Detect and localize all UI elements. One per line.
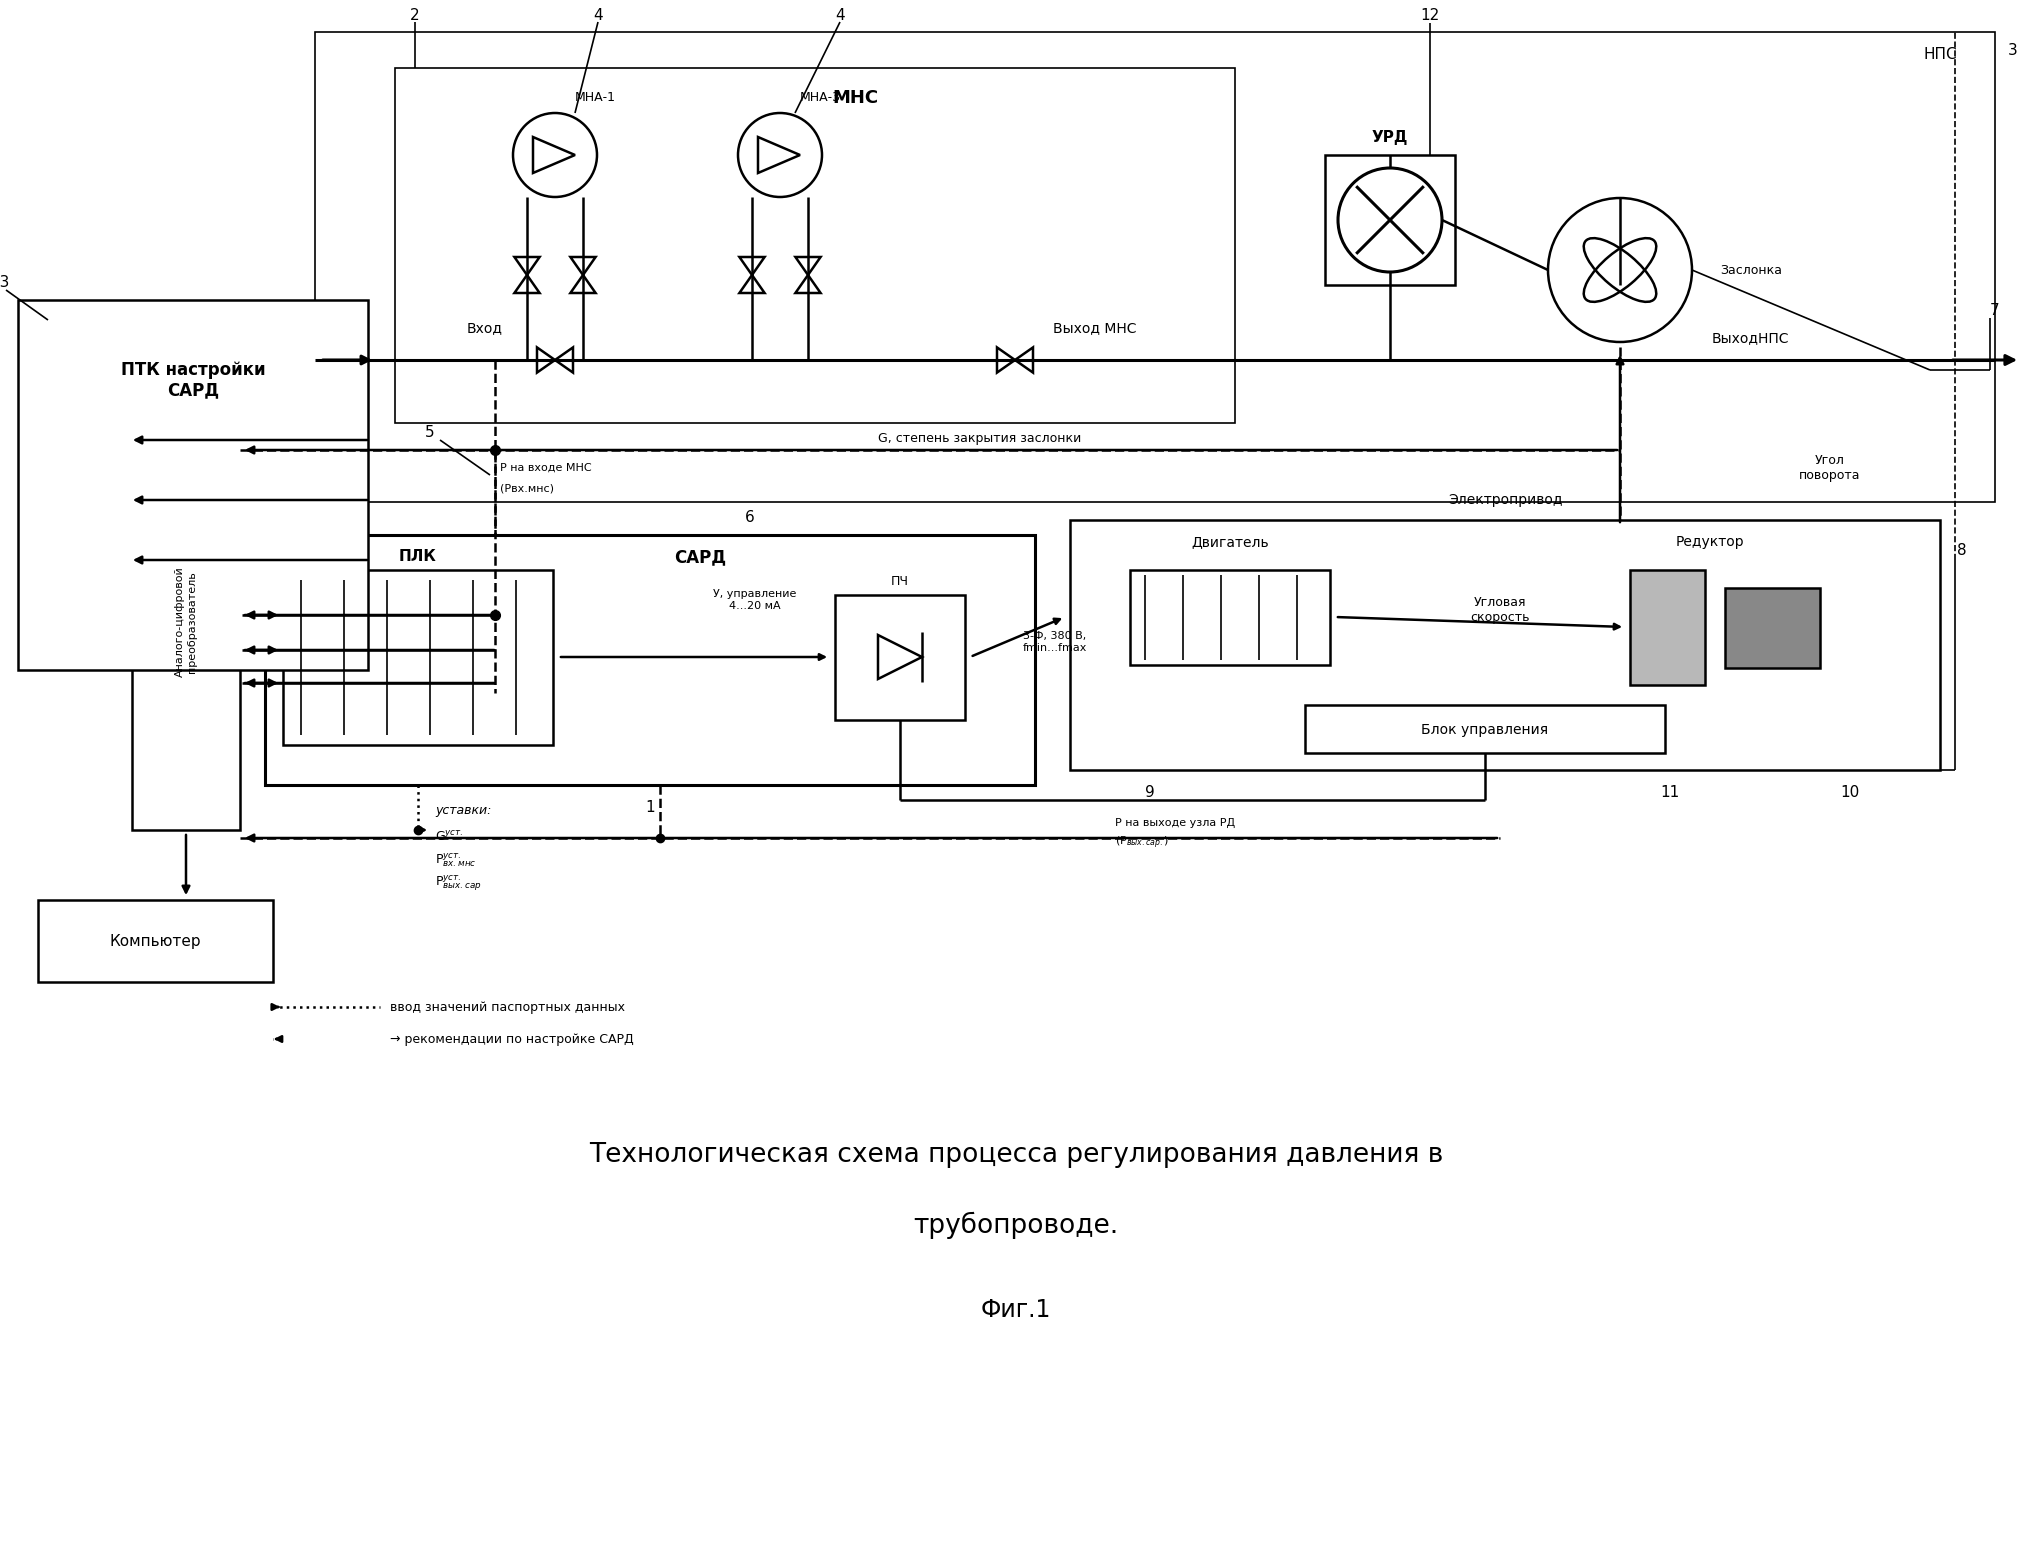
Bar xyxy=(1325,155,1455,285)
Text: трубопроводе.: трубопроводе. xyxy=(912,1212,1118,1239)
Text: 8: 8 xyxy=(1957,543,1965,558)
Text: Угловая
скорость: Угловая скорость xyxy=(1469,596,1528,624)
Text: уставки:: уставки: xyxy=(435,803,492,817)
Text: Двигатель: Двигатель xyxy=(1191,535,1268,549)
Text: ПЛК: ПЛК xyxy=(398,549,437,563)
Text: ПЧ: ПЧ xyxy=(890,574,908,588)
Text: ввод значений паспортных данных: ввод значений паспортных данных xyxy=(390,1000,624,1013)
Text: 9: 9 xyxy=(1144,784,1154,800)
Bar xyxy=(282,571,553,745)
Bar xyxy=(1130,571,1329,665)
Text: Выход МНС: Выход МНС xyxy=(1053,321,1136,336)
Text: 4: 4 xyxy=(593,8,604,22)
Text: → рекомендации по настройке САРД: → рекомендации по настройке САРД xyxy=(390,1032,634,1046)
Bar xyxy=(1069,521,1939,770)
Bar xyxy=(264,535,1034,786)
Text: 5: 5 xyxy=(425,425,435,439)
Text: МНА-3: МНА-3 xyxy=(801,91,841,103)
Text: P$_{вх.мнс}^{уст.}$: P$_{вх.мнс}^{уст.}$ xyxy=(435,851,475,869)
Text: У, управление
4...20 мА: У, управление 4...20 мА xyxy=(713,590,797,612)
Text: Аналого-цифровой
преобразователь: Аналого-цифровой преобразователь xyxy=(175,566,197,677)
Text: Р на входе МНС: Р на входе МНС xyxy=(500,463,591,474)
Text: 13: 13 xyxy=(0,274,10,290)
Text: Блок управления: Блок управления xyxy=(1420,723,1548,737)
Text: Заслонка: Заслонка xyxy=(1719,263,1782,276)
Text: ВыходНПС: ВыходНПС xyxy=(1711,331,1788,345)
Text: 6: 6 xyxy=(746,510,754,525)
Bar xyxy=(132,416,240,829)
Text: Фиг.1: Фиг.1 xyxy=(979,1298,1051,1322)
Bar xyxy=(39,900,272,982)
Text: Р на выходе узла РД: Р на выходе узла РД xyxy=(1114,818,1235,828)
Text: 11: 11 xyxy=(1660,784,1678,800)
Text: 12: 12 xyxy=(1420,8,1439,22)
Text: (Р$_{вых.сар.}$): (Р$_{вых.сар.}$) xyxy=(1114,834,1168,851)
Text: G$^{уст.}$: G$^{уст.}$ xyxy=(435,829,463,844)
Bar xyxy=(835,594,965,720)
Bar xyxy=(394,67,1233,423)
Text: САРД: САРД xyxy=(673,547,725,566)
Bar xyxy=(1630,571,1705,685)
Text: МНС: МНС xyxy=(831,89,878,107)
Text: 7: 7 xyxy=(1989,303,1999,317)
Text: Компьютер: Компьютер xyxy=(110,933,201,949)
Text: 2: 2 xyxy=(410,8,419,22)
Bar xyxy=(315,31,1993,502)
Bar xyxy=(18,299,368,670)
Text: Вход: Вход xyxy=(467,321,502,336)
Text: Редуктор: Редуктор xyxy=(1674,535,1743,549)
Text: ПТК настройки
САРД: ПТК настройки САРД xyxy=(120,361,266,400)
Text: 4: 4 xyxy=(835,8,845,22)
Text: Технологическая схема процесса регулирования давления в: Технологическая схема процесса регулиров… xyxy=(589,1142,1443,1168)
Text: G, степень закрытия заслонки: G, степень закрытия заслонки xyxy=(878,431,1081,444)
Bar xyxy=(1305,706,1664,753)
Text: Угол
поворота: Угол поворота xyxy=(1798,455,1859,481)
Polygon shape xyxy=(878,635,923,679)
Text: Электропривод: Электропривод xyxy=(1447,492,1561,506)
Text: 3: 3 xyxy=(2008,42,2018,58)
Text: НПС: НПС xyxy=(1922,47,1957,61)
Text: МНА-1: МНА-1 xyxy=(575,91,616,103)
Text: P$_{вых.сар}^{уст.}$: P$_{вых.сар}^{уст.}$ xyxy=(435,873,482,892)
Text: 3-Ф, 380 В,
fmin...fmax: 3-Ф, 380 В, fmin...fmax xyxy=(1022,632,1087,652)
Text: 10: 10 xyxy=(1839,784,1859,800)
Text: (Рвх.мнс): (Рвх.мнс) xyxy=(500,483,555,492)
Text: 1: 1 xyxy=(644,800,654,814)
Bar xyxy=(1723,588,1819,668)
Text: УРД: УРД xyxy=(1372,130,1408,144)
